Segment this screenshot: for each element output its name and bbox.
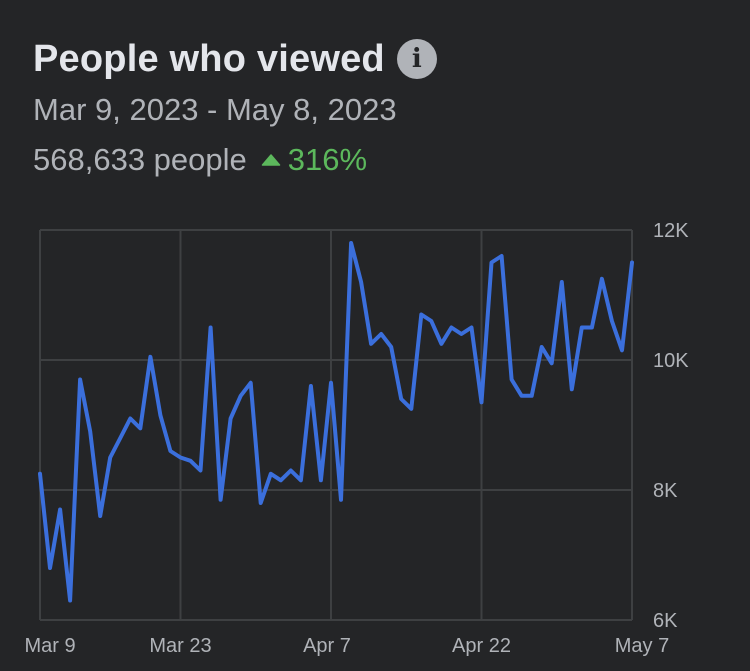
people-count: 568,633 people xyxy=(33,142,247,177)
x-tick-label: Apr 7 xyxy=(303,635,351,657)
x-tick-label: Apr 22 xyxy=(452,635,511,657)
info-icon[interactable]: i xyxy=(396,39,437,79)
x-tick-label: Mar 23 xyxy=(149,635,211,657)
x-tick-label: May 7 xyxy=(615,635,669,657)
change-badge: 316% xyxy=(261,140,367,180)
header: People who viewed i Mar 9, 2023 - May 8,… xyxy=(33,36,437,180)
chart-title: People who viewed xyxy=(33,38,385,80)
x-tick-label: Mar 9 xyxy=(24,635,75,657)
y-tick-label: 8K xyxy=(653,480,678,502)
y-tick-label: 10K xyxy=(653,350,689,372)
y-tick-label: 6K xyxy=(653,610,678,632)
y-tick-label: 12K xyxy=(653,220,689,242)
triangle-up-icon xyxy=(261,154,281,166)
date-range: Mar 9, 2023 - May 8, 2023 xyxy=(33,92,397,127)
change-percent: 316% xyxy=(287,142,368,177)
series-line xyxy=(38,241,634,603)
title-row: People who viewed i xyxy=(33,36,437,82)
summary-row: 568,633 people 316% xyxy=(33,140,437,180)
